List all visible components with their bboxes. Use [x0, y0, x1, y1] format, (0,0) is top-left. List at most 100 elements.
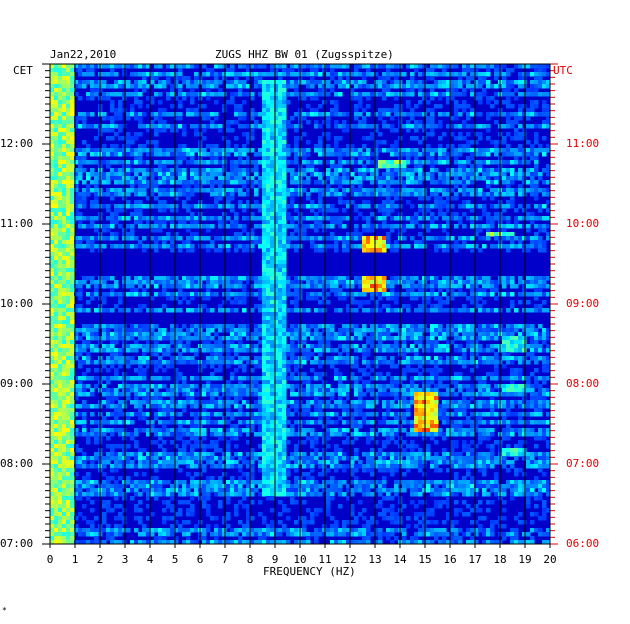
heatmap-cell	[282, 200, 287, 205]
heatmap-cell	[222, 308, 227, 313]
heatmap-cell	[58, 124, 63, 129]
heatmap-cell	[102, 144, 107, 149]
heatmap-cell	[378, 292, 383, 297]
heatmap-cell	[254, 224, 259, 229]
heatmap-cell	[470, 324, 475, 329]
heatmap-cell	[326, 192, 331, 197]
heatmap-cell	[62, 248, 67, 253]
heatmap-cell	[486, 192, 491, 197]
heatmap-cell	[58, 176, 63, 181]
heatmap-cell	[142, 248, 147, 253]
heatmap-cell	[174, 148, 179, 153]
heatmap-cell	[538, 336, 543, 341]
heatmap-cell	[202, 216, 207, 221]
heatmap-cell	[306, 332, 311, 337]
heatmap-cell	[326, 132, 331, 137]
heatmap-cell	[130, 160, 135, 165]
heatmap-cell	[354, 216, 359, 221]
heatmap-cell	[70, 264, 75, 269]
heatmap-cell	[262, 284, 267, 289]
heatmap-cell	[446, 168, 451, 173]
heatmap-cell	[282, 124, 287, 129]
heatmap-cell	[218, 224, 223, 229]
heatmap-cell	[58, 164, 63, 169]
heatmap-cell	[426, 116, 431, 121]
heatmap-cell	[138, 156, 143, 161]
heatmap-cell	[138, 80, 143, 85]
heatmap-cell	[390, 192, 395, 197]
heatmap-cell	[318, 280, 323, 285]
heatmap-cell	[102, 84, 107, 89]
heatmap-cell	[230, 128, 235, 133]
heatmap-cell	[402, 324, 407, 329]
heatmap-cell	[258, 308, 263, 313]
heatmap-cell	[490, 192, 495, 197]
heatmap-cell	[294, 128, 299, 133]
heatmap-cell	[54, 240, 59, 245]
heatmap-cell	[526, 244, 531, 249]
heatmap-cell	[438, 96, 443, 101]
heatmap-cell	[494, 324, 499, 329]
heatmap-cell	[166, 292, 171, 297]
heatmap-cell	[274, 312, 279, 317]
heatmap-cell	[510, 204, 515, 209]
heatmap-cell	[170, 248, 175, 253]
heatmap-cell	[66, 152, 71, 157]
heatmap-cell	[194, 84, 199, 89]
heatmap-cell	[278, 324, 283, 329]
heatmap-cell	[66, 280, 71, 285]
heatmap-cell	[142, 176, 147, 181]
heatmap-cell	[346, 280, 351, 285]
heatmap-cell	[246, 328, 251, 333]
heatmap-cell	[374, 244, 379, 249]
heatmap-cell	[262, 72, 267, 77]
heatmap-cell	[118, 296, 123, 301]
heatmap-cell	[110, 144, 115, 149]
heatmap-cell	[534, 280, 539, 285]
heatmap-cell	[58, 228, 63, 233]
heatmap-cell	[526, 332, 531, 337]
heatmap-cell	[354, 244, 359, 249]
heatmap-cell	[222, 328, 227, 333]
heatmap-cell	[426, 100, 431, 105]
heatmap-cell	[262, 236, 267, 241]
heatmap-cell	[418, 84, 423, 89]
heatmap-cell	[178, 172, 183, 177]
heatmap-cell	[466, 188, 471, 193]
heatmap-cell	[314, 112, 319, 117]
heatmap-cell	[250, 176, 255, 181]
heatmap-cell	[114, 332, 119, 337]
heatmap-cell	[462, 292, 467, 297]
heatmap-cell	[58, 200, 63, 205]
heatmap-cell	[82, 224, 87, 229]
heatmap-cell	[454, 308, 459, 313]
heatmap-cell	[94, 280, 99, 285]
heatmap-cell	[422, 112, 427, 117]
heatmap-cell	[542, 336, 547, 341]
heatmap-cell	[382, 324, 387, 329]
heatmap-cell	[478, 132, 483, 137]
heatmap-cell	[210, 172, 215, 177]
heatmap-cell	[242, 344, 247, 349]
heatmap-cell	[186, 184, 191, 189]
heatmap-cell	[426, 340, 431, 345]
heatmap-cell	[386, 180, 391, 185]
heatmap-cell	[74, 332, 79, 337]
heatmap-cell	[534, 204, 539, 209]
heatmap-cell	[394, 328, 399, 333]
heatmap-cell	[282, 252, 287, 257]
heatmap-cell	[386, 112, 391, 117]
heatmap-cell	[530, 308, 535, 313]
heatmap-cell	[422, 276, 427, 281]
heatmap-cell	[334, 104, 339, 109]
heatmap-cell	[246, 140, 251, 145]
heatmap-cell	[354, 168, 359, 173]
heatmap-cell	[202, 124, 207, 129]
heatmap-cell	[62, 312, 67, 317]
heatmap-cell	[390, 124, 395, 129]
heatmap-cell	[186, 84, 191, 89]
heatmap-cell	[290, 180, 295, 185]
heatmap-cell	[138, 304, 143, 309]
heatmap-cell	[202, 136, 207, 141]
heatmap-cell	[506, 280, 511, 285]
